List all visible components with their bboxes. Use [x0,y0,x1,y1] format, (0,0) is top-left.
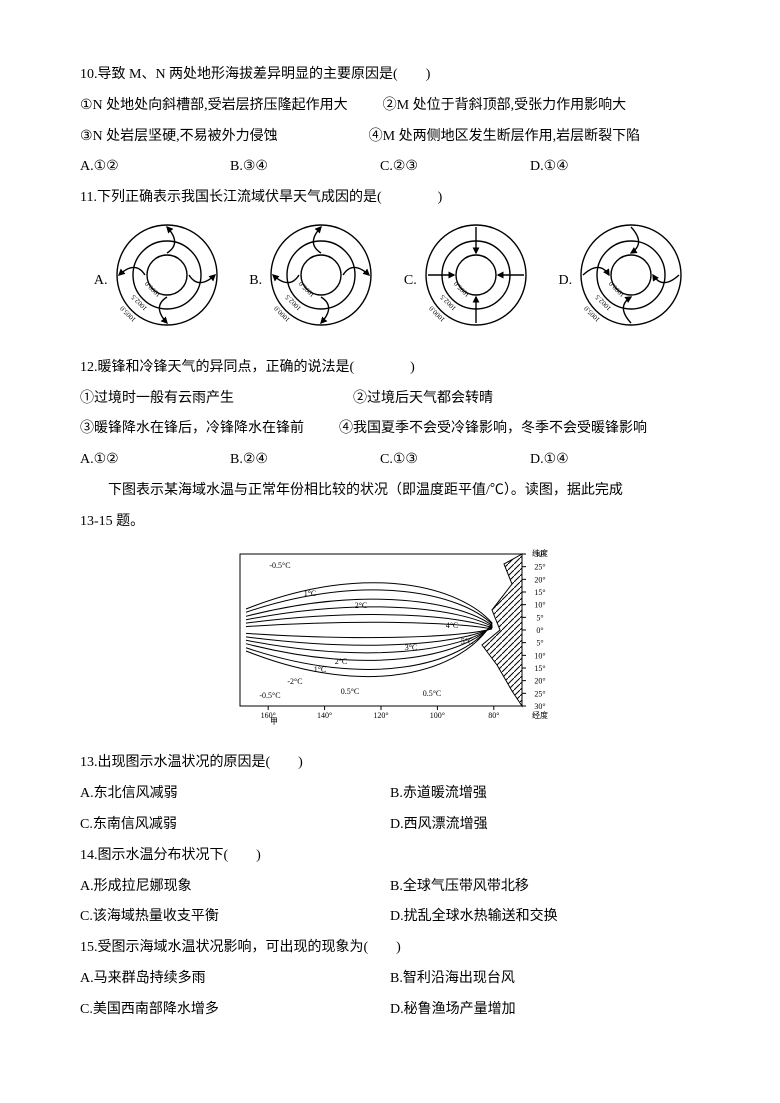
svg-text:1°C: 1°C [304,589,317,598]
svg-text:1000.0: 1000.0 [142,279,162,299]
q10-opt-c: C.②③ [380,152,530,183]
q15-opt-b: B.智利沿海出现台风 [390,964,700,995]
q11-stem: 11.下列正确表示我国长江流域伏旱天气成因的是( ) [80,183,700,214]
svg-text:30°: 30° [534,702,545,711]
q13-opt-b: B.赤道暖流增强 [390,779,700,810]
svg-text:100°: 100° [430,711,445,720]
svg-text:1005.0: 1005.0 [452,279,472,299]
q10-s3: ③N 处岩层坚硬,不易被外力侵蚀 [80,129,278,144]
svg-text:1005.0: 1005.0 [297,279,317,299]
q11-label-b: B. [249,266,262,297]
q15-opt-a: A.马来群岛持续多雨 [80,964,390,995]
q10-opt-a: A.①② [80,152,230,183]
q14-stem: 14.图示水温分布状况下( ) [80,841,700,872]
q14-options: A.形成拉尼娜现象 B.全球气压带风带北移 C.该海域热量收支平衡 D.扰乱全球… [80,872,700,934]
svg-text:1000.0: 1000.0 [607,279,627,299]
svg-text:5°: 5° [536,613,543,622]
q12-options: A.①② B.②④ C.①③ D.①④ [80,445,700,476]
q10-s1: ①N 处地处向斜槽部,受岩层挤压隆起作用大 [80,98,348,113]
svg-text:2°C: 2°C [335,657,348,666]
q11-label-c: C. [404,266,417,297]
q10-s2: ②M 处位于背斜顶部,受张力作用影响大 [383,98,626,113]
svg-text:2°C: 2°C [355,601,368,610]
q12-s2: ②过境后天气都会转晴 [353,391,493,406]
q15-opt-c: C.美国西南部降水增多 [80,995,390,1026]
svg-text:120°: 120° [373,711,388,720]
q13-opt-d: D.西风漂流增强 [390,810,700,841]
q10-stem: 10.导致 M、N 两处地形海拔差异明显的主要原因是( ) [80,60,700,91]
q12-opt-c: C.①③ [380,445,530,476]
svg-text:25°: 25° [534,562,545,571]
sst-svg: 4°C5°C3°C2°C2°C1°C1°C0.5°C0.5°C-0.5°C-0.… [220,715,560,730]
q11-label-a: A. [94,266,108,297]
q11-diagram-c: C. 1005.01002.51000.0 [404,220,531,343]
q12-s3: ③暖锋降水在锋后，冷锋降水在锋前 [80,421,304,436]
svg-text:10°: 10° [534,600,545,609]
svg-text:4°C: 4°C [446,621,459,630]
svg-text:80°: 80° [488,711,499,720]
q12-opt-a: A.①② [80,445,230,476]
svg-text:30°: 30° [534,550,545,559]
q12-s4: ④我国夏季不会受冷锋影响，冬季不会受暖锋影响 [339,421,647,436]
q11-svg-a: 1000.01002.51005.0 [112,220,222,343]
q13-options: A.东北信风减弱 B.赤道暖流增强 C.东南信风减弱 D.西风漂流增强 [80,779,700,841]
q14-opt-d: D.扰乱全球水热输送和交换 [390,902,700,933]
context-l2: 13-15 题。 [80,507,700,538]
q12-opt-d: D.①④ [530,445,680,476]
q11-diagrams: A. 1000.01002.51005.0 B. 1005.01002.5100… [80,220,700,343]
q14-opt-b: B.全球气压带风带北移 [390,872,700,903]
q10-opt-b: B.③④ [230,152,380,183]
q10-subs-12: ①N 处地处向斜槽部,受岩层挤压隆起作用大 ②M 处位于背斜顶部,受张力作用影响… [80,91,700,122]
q12-subs-12: ①过境时一般有云雨产生 ②过境后天气都会转晴 [80,384,700,415]
q12-stem: 12.暖锋和冷锋天气的异同点，正确的说法是( ) [80,353,700,384]
svg-text:25°: 25° [534,689,545,698]
q15-opt-d: D.秘鲁渔场产量增加 [390,995,700,1026]
q11-diagram-d: D. 1000.01002.51005.0 [558,220,686,343]
q13-stem: 13.出现图示水温状况的原因是( ) [80,748,700,779]
q10-opt-d: D.①④ [530,152,680,183]
svg-text:-2°C: -2°C [287,677,302,686]
svg-text:20°: 20° [534,676,545,685]
svg-text:15°: 15° [534,588,545,597]
q11-diagram-a: A. 1000.01002.51005.0 [94,220,222,343]
svg-text:-0.5°C: -0.5°C [259,691,280,700]
svg-text:0.5°C: 0.5°C [423,689,442,698]
svg-text:140°: 140° [317,711,332,720]
svg-text:0°: 0° [536,626,543,635]
svg-text:-0.5°C: -0.5°C [269,561,290,570]
svg-text:甲: 甲 [270,717,278,726]
svg-text:10°: 10° [534,651,545,660]
q11-label-d: D. [558,266,572,297]
svg-text:0.5°C: 0.5°C [341,687,360,696]
svg-text:1°C: 1°C [314,665,327,674]
q15-stem: 15.受图示海域水温状况影响，可出现的现象为( ) [80,933,700,964]
q13-opt-c: C.东南信风减弱 [80,810,390,841]
q11-diagram-b: B. 1005.01002.51000.0 [249,220,376,343]
q12-opt-b: B.②④ [230,445,380,476]
q14-opt-c: C.该海域热量收支平衡 [80,902,390,933]
q10-subs-34: ③N 处岩层坚硬,不易被外力侵蚀 ④M 处两侧地区发生断层作用,岩层断裂下陷 [80,122,700,153]
svg-text:5°: 5° [536,638,543,647]
q11-svg-c: 1005.01002.51000.0 [421,220,531,343]
q15-options: A.马来群岛持续多雨 B.智利沿海出现台风 C.美国西南部降水增多 D.秘鲁渔场… [80,964,700,1026]
q11-svg-b: 1005.01002.51000.0 [266,220,376,343]
svg-text:3°C: 3°C [405,643,418,652]
q10-options: A.①② B.③④ C.②③ D.①④ [80,152,700,183]
q12-subs-34: ③暖锋降水在锋后，冷锋降水在锋前 ④我国夏季不会受冷锋影响，冬季不会受暖锋影响 [80,414,700,445]
context-l1: 下图表示某海域水温与正常年份相比较的状况（即温度距平值/℃）。读图，据此完成 [80,476,700,507]
svg-text:15°: 15° [534,664,545,673]
q14-opt-a: A.形成拉尼娜现象 [80,872,390,903]
q10-s4: ④M 处两侧地区发生断层作用,岩层断裂下陷 [369,129,640,144]
sst-figure: 4°C5°C 3°C 2°C 2°C 1°C 1°C 0.5°C 0.5°C -0.5°C -0.… [80,546,700,739]
q13-opt-a: A.东北信风减弱 [80,779,390,810]
q12-s1: ①过境时一般有云雨产生 [80,391,234,406]
q11-svg-d: 1000.01002.51005.0 [576,220,686,343]
svg-text:5°C: 5°C [461,637,474,646]
svg-text:20°: 20° [534,575,545,584]
svg-text:经度: 经度 [532,710,548,720]
